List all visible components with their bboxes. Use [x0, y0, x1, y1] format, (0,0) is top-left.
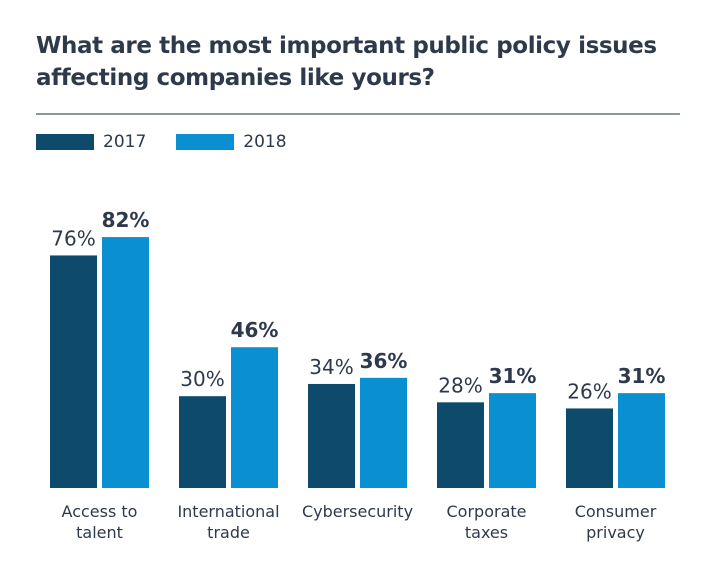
category-label-0-0: Access to [62, 502, 138, 521]
bar-2017-4 [566, 408, 613, 488]
data-label-2017-3: 28% [438, 373, 482, 397]
data-label-2017-2: 34% [309, 355, 353, 379]
bar-2017-3 [437, 402, 484, 488]
bar-2018-4 [618, 393, 665, 488]
bar-2017-2 [308, 383, 355, 488]
bar-2018-1 [231, 347, 278, 488]
category-label-3-1: taxes [465, 523, 508, 542]
data-label-2017-0: 76% [51, 226, 95, 250]
legend-swatch-2018 [176, 134, 235, 150]
legend-item-2018: 2018 [176, 132, 287, 152]
chart-title: What are the most important public polic… [36, 30, 676, 94]
data-label-2018-2: 36% [360, 349, 408, 373]
data-label-2018-3: 31% [489, 364, 537, 388]
data-label-2017-1: 30% [180, 367, 224, 391]
data-label-2017-4: 26% [567, 379, 611, 403]
category-label-2-0: Cybersecurity [302, 502, 413, 521]
category-label-4-0: Consumer [575, 502, 657, 521]
legend-swatch-2017 [36, 134, 94, 150]
chart-title-line-1: What are the most important public polic… [36, 33, 657, 59]
bar-2018-2 [360, 377, 407, 488]
category-label-3-0: Corporate [447, 502, 527, 521]
legend-label-2017: 2017 [103, 132, 147, 152]
category-label-4-1: privacy [586, 523, 645, 542]
bar-2017-1 [179, 396, 226, 488]
category-label-1-1: trade [207, 523, 250, 542]
chart-title-line-2: affecting companies like yours? [36, 65, 435, 91]
legend-label-2018: 2018 [243, 132, 287, 152]
bar-2017-0 [50, 255, 97, 488]
legend-item-2017: 2017 [36, 132, 146, 152]
bar-2018-3 [489, 393, 536, 488]
title-divider [36, 113, 680, 115]
legend: 2017 2018 [36, 132, 317, 152]
category-label-1-0: International [177, 502, 279, 521]
data-label-2018-0: 82% [102, 208, 150, 232]
data-label-2018-1: 46% [231, 318, 279, 342]
category-label-0-1: talent [76, 523, 123, 542]
bar-2018-0 [102, 237, 149, 488]
data-label-2018-4: 31% [618, 364, 666, 388]
